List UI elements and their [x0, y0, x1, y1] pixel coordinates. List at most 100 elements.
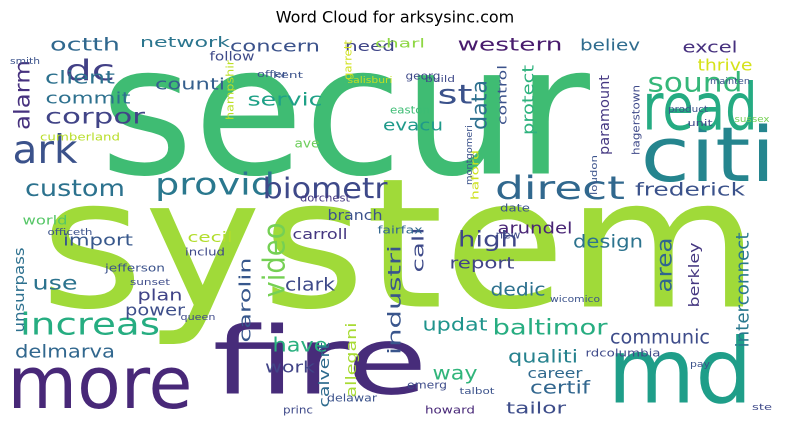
word: western: [458, 35, 563, 56]
word: client: [45, 68, 115, 89]
word: loudon: [590, 155, 600, 195]
word: sunset: [130, 278, 171, 288]
word: smith: [10, 57, 40, 67]
word: thrive: [698, 56, 753, 75]
word: new: [496, 229, 521, 242]
word: alarm: [11, 60, 36, 130]
word: tailor: [506, 399, 566, 418]
word: berkley: [687, 242, 703, 308]
word: work: [265, 358, 316, 377]
word: cumberland: [40, 131, 120, 144]
word: unit: [688, 119, 714, 129]
word: officeth: [48, 228, 93, 238]
word: more: [8, 341, 193, 425]
word: control: [495, 65, 510, 125]
word: carroll: [293, 227, 348, 243]
word: follow: [210, 49, 255, 64]
word: easton: [390, 104, 430, 117]
word: montgomeri: [465, 125, 475, 185]
word: georg: [406, 70, 441, 83]
word: high: [458, 228, 518, 253]
word: queen: [181, 313, 216, 323]
word: dc: [65, 53, 115, 87]
word: calvert: [317, 342, 333, 407]
word: corpor: [45, 105, 145, 130]
word: sussex: [735, 115, 771, 125]
word: branch: [328, 208, 383, 224]
word: career: [528, 366, 583, 382]
word: cecil: [188, 230, 233, 246]
word: emerg: [407, 379, 447, 392]
word: haford: [469, 150, 482, 200]
word: area: [653, 238, 678, 293]
word: talbot: [460, 387, 496, 397]
word: commit: [46, 89, 131, 108]
word: paramount: [597, 75, 613, 155]
word: use: [33, 272, 78, 295]
word: plan: [138, 286, 183, 305]
word: read: [643, 71, 758, 146]
word: system: [40, 141, 760, 350]
word: servic: [248, 90, 323, 111]
word: fire: [213, 308, 428, 417]
word: biometr: [263, 171, 388, 205]
word: date: [500, 202, 530, 215]
word: howard: [425, 404, 475, 417]
word: excel: [683, 38, 738, 57]
word: md: [608, 320, 753, 425]
chart-title: Word Cloud for arksysinc.com: [276, 8, 515, 27]
word: way: [433, 362, 478, 385]
word: interconnect: [733, 233, 754, 348]
word: allegani: [344, 323, 360, 398]
word: wicomico: [550, 295, 601, 305]
word: direct: [495, 169, 625, 207]
word: have: [273, 334, 328, 357]
word: sound: [648, 68, 743, 99]
word: rdcolumbia: [586, 347, 661, 360]
word: industri: [385, 245, 406, 355]
word: carolin: [236, 258, 255, 343]
word: dorchest: [300, 192, 350, 205]
word: delawar: [327, 392, 378, 405]
word: provid: [155, 168, 275, 203]
word: dedic: [491, 280, 546, 301]
word: arundel: [498, 219, 573, 238]
cloud-area: [12, 30, 780, 422]
word: octth: [50, 35, 120, 56]
word: ste: [752, 403, 773, 413]
word: secur: [100, 8, 590, 217]
word: kent: [273, 71, 304, 81]
word: concern: [230, 37, 320, 56]
word: import: [63, 231, 133, 250]
word: st: [438, 80, 473, 111]
word: believ: [580, 36, 641, 55]
word: offer: [257, 70, 287, 80]
word: princ: [283, 404, 313, 417]
word: mainten: [710, 77, 750, 87]
word: includ: [185, 246, 225, 259]
word: call: [409, 228, 428, 273]
word: pay: [690, 360, 711, 370]
word: garrett: [342, 40, 355, 80]
word: data: [468, 80, 493, 130]
word: hagerstown: [630, 85, 643, 155]
word: evacu: [383, 116, 443, 135]
word: world: [23, 213, 68, 228]
word: protect: [519, 65, 538, 135]
word: ave: [295, 136, 320, 151]
word: jefferson: [104, 262, 165, 275]
word: fairfax: [378, 224, 424, 237]
word: counti: [155, 75, 225, 94]
word: power: [125, 301, 185, 320]
word: report: [450, 254, 515, 273]
word: increas: [20, 308, 160, 343]
word: network: [140, 35, 231, 51]
word: need: [345, 39, 395, 55]
word: custom: [25, 174, 125, 202]
word: ark: [13, 127, 78, 173]
word: unsurpass: [12, 248, 28, 333]
word: charl: [375, 36, 425, 51]
word: hampshir: [224, 59, 237, 120]
word: delmarva: [15, 342, 115, 363]
